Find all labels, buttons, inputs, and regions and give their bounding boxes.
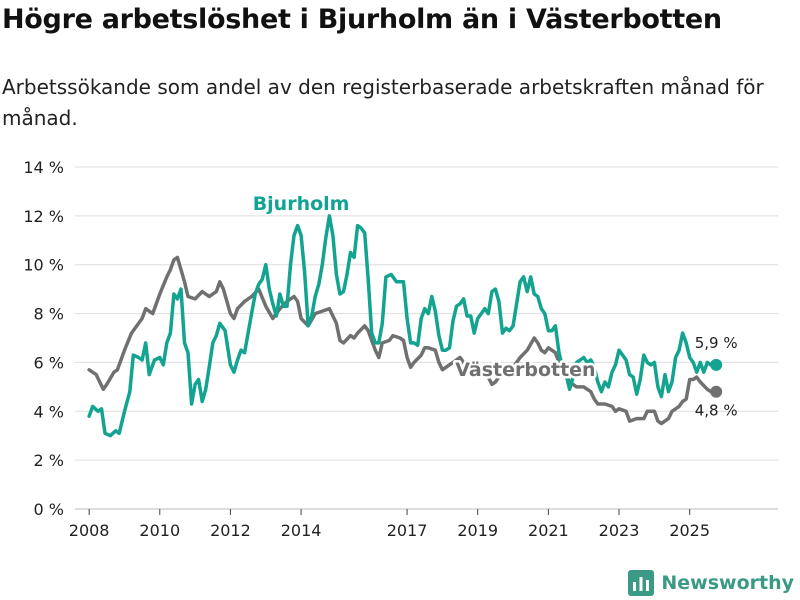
y-tick-label: 6 % [34, 353, 64, 372]
bjurholm-line [87, 214, 718, 438]
bjurholm-end-point [710, 358, 723, 371]
x-tick-label: 2023 [599, 521, 640, 540]
y-tick-label: 4 % [34, 402, 64, 421]
vasterbotten-line [87, 255, 718, 426]
chart-title: Högre arbetslöshet i Bjurholm än i Väste… [2, 4, 722, 35]
x-tick-label: 2010 [139, 521, 180, 540]
series-layer: Bjurholm Västerbotten 5,9 % 4,8 % [87, 193, 738, 438]
vasterbotten-end-value-label: 4,8 % [695, 402, 738, 420]
x-tick-label: 2019 [457, 521, 498, 540]
x-tick-label: 2021 [528, 521, 569, 540]
y-tick-label: 2 % [34, 451, 64, 470]
bjurholm-end-value-label: 5,9 % [695, 334, 738, 352]
bjurholm-series-label: Bjurholm [253, 193, 350, 215]
brand-name: Newsworthy [661, 572, 794, 594]
x-tick-label: 2025 [669, 521, 710, 540]
y-tick-label: 10 % [23, 256, 64, 275]
x-tick-label: 2008 [69, 521, 110, 540]
newsworthy-brand[interactable]: Newsworthy [628, 570, 794, 596]
vasterbotten-series-label: Västerbotten [455, 359, 595, 381]
x-axis: 2008 2010 2012 2014 2017 2019 2021 2023 2025 [69, 509, 710, 540]
line-chart: 0 % 2 % 4 % 6 % 8 % 10 % 12 % 14 % 2008 2010 2012… [23, 158, 778, 540]
y-tick-label: 14 % [23, 158, 64, 177]
y-tick-label: 12 % [23, 207, 64, 226]
y-axis: 0 % 2 % 4 % 6 % 8 % 10 % 12 % 14 % [23, 158, 64, 519]
x-tick-label: 2017 [387, 521, 428, 540]
newsworthy-logo-icon [628, 570, 655, 596]
vasterbotten-end-point [710, 385, 723, 398]
y-tick-label: 0 % [34, 500, 64, 519]
x-tick-label: 2012 [210, 521, 251, 540]
x-tick-label: 2014 [281, 521, 322, 540]
y-tick-label: 8 % [34, 305, 64, 324]
gridlines [75, 166, 778, 510]
chart-subtitle: Arbetssökande som andel av den registerb… [2, 75, 764, 130]
